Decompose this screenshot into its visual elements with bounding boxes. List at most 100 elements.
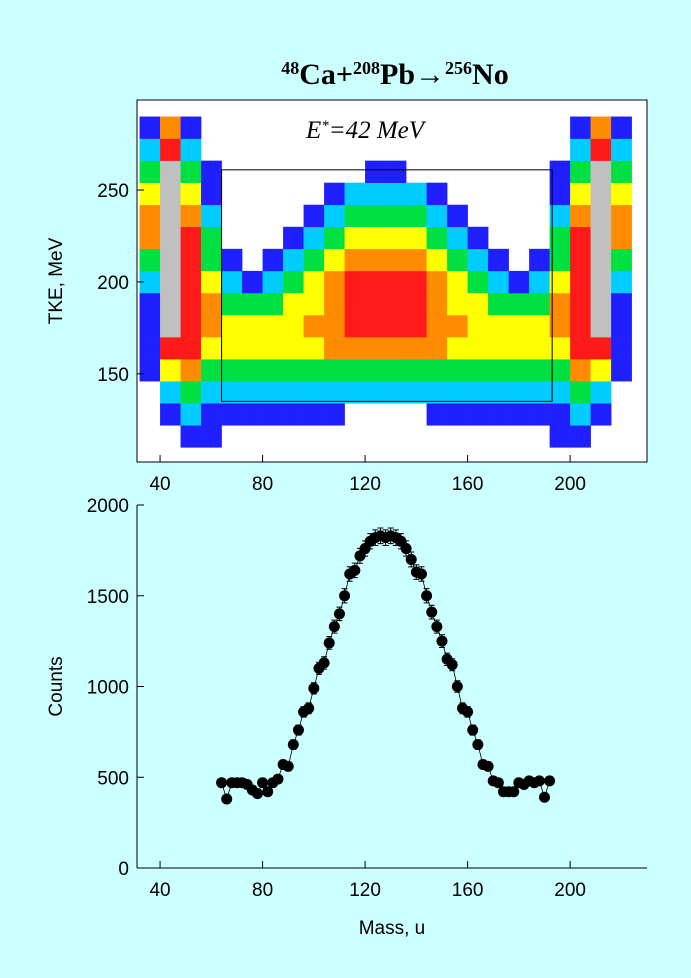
heat-cell [508, 403, 530, 426]
heat-cell [180, 248, 202, 272]
heat-cell [570, 270, 591, 294]
heat-cell [242, 337, 263, 360]
heat-cell [611, 314, 632, 338]
data-point [308, 682, 320, 694]
x-tick-label: 200 [554, 880, 586, 901]
data-point [415, 568, 427, 580]
heat-cell [508, 337, 530, 360]
heat-cell [570, 226, 591, 250]
heat-cell [180, 292, 202, 316]
heat-cell [283, 314, 304, 338]
heat-cell [180, 138, 202, 161]
heat-cell [549, 403, 571, 426]
heat-cell [180, 226, 202, 250]
heat-cell [549, 182, 571, 206]
heat-cell [365, 381, 386, 404]
heat-cell [570, 425, 591, 448]
heat-cell [242, 270, 263, 294]
heat-cell [385, 182, 407, 206]
heat-cell [242, 359, 263, 382]
heat-cell [426, 403, 448, 426]
heat-cell [447, 314, 468, 338]
data-point [349, 564, 361, 576]
heat-cell [406, 226, 427, 250]
heat-cell [365, 337, 386, 360]
heat-cell [549, 204, 571, 228]
heat-cell [221, 337, 243, 360]
heat-cell [139, 248, 161, 272]
heat-cell [385, 292, 407, 316]
heat-cell [201, 182, 222, 206]
data-point [436, 635, 448, 647]
heat-cell [611, 138, 632, 161]
heat-cell [201, 204, 222, 228]
heat-cell [549, 337, 571, 360]
data-point [508, 786, 520, 798]
heat-cell [180, 359, 202, 382]
heat-cell [529, 381, 550, 404]
heat-cell [201, 359, 222, 382]
heat-cell [324, 403, 345, 426]
heat-cell [570, 160, 591, 183]
heat-cell [344, 359, 366, 382]
heat-cell [529, 270, 550, 294]
heat-cell [180, 116, 202, 139]
annotation: E*=42 MeV [305, 117, 427, 144]
data-point [328, 621, 340, 633]
heat-cell [570, 337, 591, 360]
heat-cell [344, 314, 366, 338]
heat-cell [139, 182, 161, 206]
heat-cell [262, 381, 284, 404]
heat-cell [242, 403, 263, 426]
heat-cell [406, 337, 427, 360]
heat-cell [467, 270, 489, 294]
heat-cell [303, 292, 325, 316]
heat-cell [426, 204, 448, 228]
heat-cell [160, 314, 181, 338]
data-point [538, 791, 550, 803]
heat-cell [262, 314, 284, 338]
heat-cell [467, 314, 489, 338]
heat-cell [385, 226, 407, 250]
heat-cell [570, 403, 591, 426]
y-tick-label: 250 [97, 181, 129, 202]
heat-cell [590, 403, 612, 426]
heat-cell [283, 403, 304, 426]
heat-cell [467, 403, 489, 426]
data-point [323, 637, 335, 649]
data-point [472, 739, 484, 751]
x-axis-label: Mass, u [359, 918, 426, 939]
heat-cell [529, 337, 550, 360]
heat-cell [139, 204, 161, 228]
heat-cell [201, 314, 222, 338]
heat-cell [160, 292, 181, 316]
data-point [492, 777, 504, 789]
heat-cell [303, 270, 325, 294]
heat-cell [160, 337, 181, 360]
heat-cell [201, 381, 222, 404]
heat-cell [180, 160, 202, 183]
heat-cell [139, 138, 161, 161]
heat-cell [488, 359, 509, 382]
heat-cell [180, 182, 202, 206]
data-point [482, 760, 494, 772]
heat-cell [426, 248, 448, 272]
x-tick-label: 160 [452, 880, 484, 901]
heat-cell [201, 403, 222, 426]
data-point [405, 553, 417, 565]
heat-cell [549, 381, 571, 404]
data-point [544, 775, 556, 787]
heat-cell [488, 248, 509, 272]
heat-cell [303, 337, 325, 360]
heat-cell [344, 292, 366, 316]
heat-cell [590, 381, 612, 404]
heat-cell [611, 292, 632, 316]
heat-cell [488, 403, 509, 426]
heat-cell [303, 381, 325, 404]
heat-cell [529, 292, 550, 316]
heat-cell [365, 226, 386, 250]
y-tick-label: 2000 [87, 496, 129, 517]
y-axis-label: Counts [46, 656, 67, 716]
heat-cell [365, 292, 386, 316]
heat-cell [262, 248, 284, 272]
